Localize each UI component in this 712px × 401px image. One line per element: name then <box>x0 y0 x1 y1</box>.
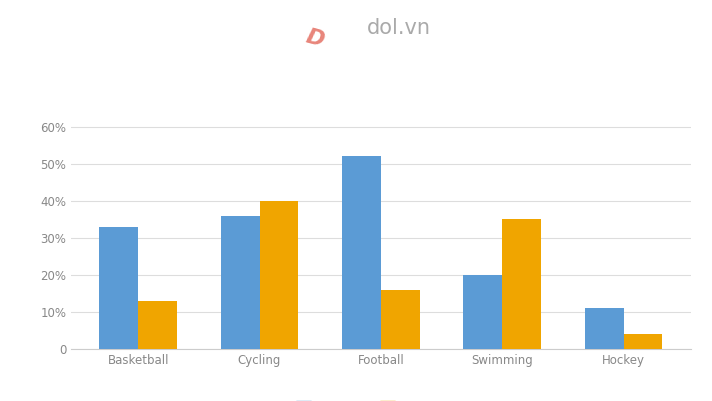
Bar <box>464 275 502 349</box>
Text: dol.vn: dol.vn <box>367 18 431 38</box>
Text: D: D <box>303 27 326 51</box>
Bar <box>624 334 662 349</box>
Bar <box>221 216 260 349</box>
Bar <box>100 227 138 349</box>
Bar <box>381 290 420 349</box>
Bar <box>260 201 298 349</box>
Bar <box>138 301 177 349</box>
Bar <box>502 219 541 349</box>
Bar <box>585 308 624 349</box>
Bar <box>342 156 381 349</box>
